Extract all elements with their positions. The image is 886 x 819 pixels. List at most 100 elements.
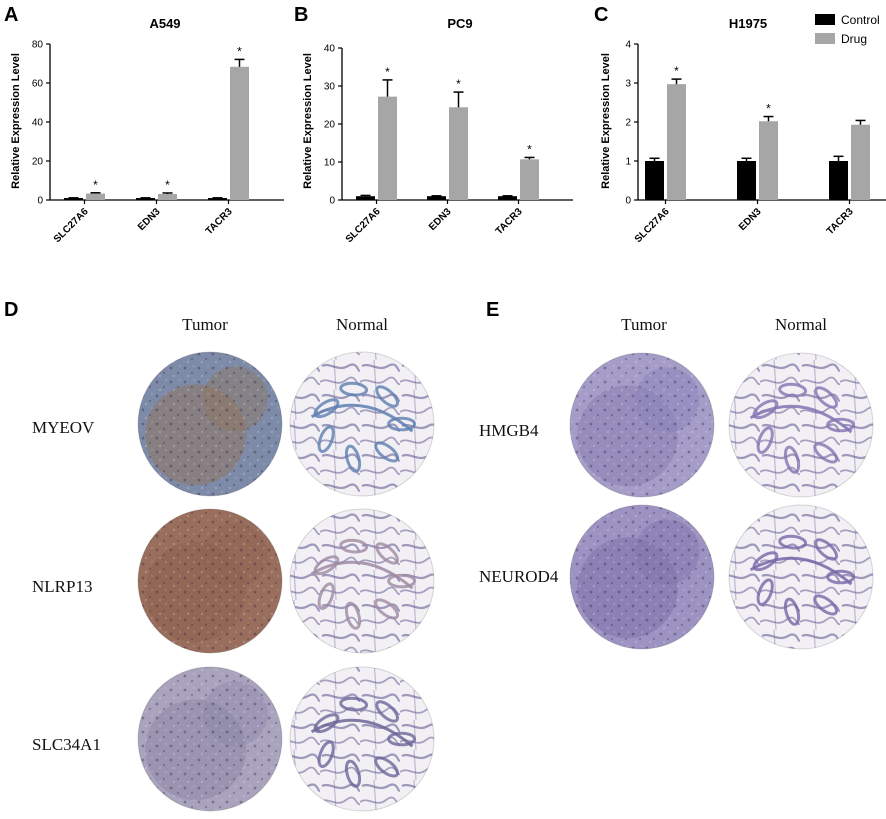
legend-label-control: Control xyxy=(841,13,880,27)
chart-a549: A549 Relative Expression Level 0 20 40 60 80… xyxy=(10,16,284,245)
chart-title: PC9 xyxy=(447,16,472,31)
tissue-grid-e xyxy=(569,352,874,650)
tissue-core-tumor xyxy=(569,352,715,498)
chart-plot-area: 0 1 2 3 4 * SLC27A6 * EDN3 TACR3 xyxy=(625,40,886,245)
significance-star: * xyxy=(456,77,461,91)
tissue-strand xyxy=(317,425,335,454)
core-texture xyxy=(729,353,873,497)
y-tick-label: 4 xyxy=(625,40,631,51)
panel-letter-b: B xyxy=(294,4,308,26)
tissue-strand xyxy=(387,573,417,589)
core-outline xyxy=(569,352,715,498)
bar-drug xyxy=(520,159,539,200)
tissue-grid-d xyxy=(137,351,435,812)
bar-control xyxy=(208,198,227,200)
tissue-strand xyxy=(783,445,801,474)
tissue-strand xyxy=(813,442,839,464)
bar-drug xyxy=(667,84,686,200)
gene-label: SLC34A1 xyxy=(32,735,101,754)
bar-drug xyxy=(378,96,397,200)
tissue-strand xyxy=(339,696,369,712)
core-texture xyxy=(138,352,282,496)
tissue-core-normal xyxy=(289,351,435,497)
chart-title: H1975 xyxy=(729,16,767,31)
tissue-strand xyxy=(756,426,774,455)
chart-plot-area: 0 10 20 30 40 * SLC27A6 * EDN3 * TACR3 xyxy=(324,44,573,245)
x-tick-label: TACR3 xyxy=(494,206,525,237)
gene-label: NEUROD4 xyxy=(479,567,559,586)
bar-drug xyxy=(851,124,870,200)
core-outline xyxy=(137,666,283,812)
tissue-strand xyxy=(310,560,414,590)
panel-d-ihc: Tumor Normal MYEOV NLRP13 SLC34A1 xyxy=(32,315,435,812)
y-tick-label: 10 xyxy=(324,158,336,169)
gene-label: HMGB4 xyxy=(479,421,539,440)
tissue-strand xyxy=(387,731,417,747)
x-tick-label: EDN3 xyxy=(427,206,454,233)
tissue-strand xyxy=(778,382,808,398)
y-tick-label: 2 xyxy=(625,118,631,129)
significance-star: * xyxy=(385,65,390,79)
tissue-strand xyxy=(344,601,362,630)
y-tick-label: 40 xyxy=(32,118,44,129)
y-tick-label: 0 xyxy=(37,196,43,207)
y-axis-label: Relative Expression Level xyxy=(600,53,612,189)
chart-title: A549 xyxy=(149,16,180,31)
tissue-strand xyxy=(749,404,853,434)
tissue-strand xyxy=(375,385,400,408)
tissue-core-tumor xyxy=(569,504,715,650)
tissue-strand xyxy=(814,538,839,561)
tissue-core-normal xyxy=(728,352,874,498)
y-axis-label: Relative Expression Level xyxy=(302,53,314,189)
tissue-strand xyxy=(374,441,400,463)
x-tick-label: EDN3 xyxy=(136,206,163,233)
y-tick-label: 1 xyxy=(625,157,631,168)
bar-drug xyxy=(230,66,249,200)
tissue-strand xyxy=(814,386,839,409)
tissue-strand xyxy=(344,444,362,473)
tissue-core-normal xyxy=(289,666,435,812)
significance-star: * xyxy=(93,178,98,192)
core-texture xyxy=(290,509,434,653)
tissue-strand xyxy=(310,718,414,748)
y-tick-label: 3 xyxy=(625,79,631,90)
column-header-normal: Normal xyxy=(336,315,388,334)
column-header-tumor: Tumor xyxy=(621,315,667,334)
bar-control xyxy=(829,161,848,200)
significance-star: * xyxy=(237,44,242,58)
column-header-tumor: Tumor xyxy=(182,315,228,334)
bar-control xyxy=(356,196,375,200)
y-tick-label: 60 xyxy=(32,79,44,90)
panel-letter-d: D xyxy=(4,299,18,321)
panel-e-ihc: Tumor Normal HMGB4 NEUROD4 xyxy=(479,315,874,650)
tissue-strand xyxy=(783,597,801,626)
x-tick-label: EDN3 xyxy=(737,206,764,233)
tissue-strand xyxy=(387,416,417,432)
tissue-core-tumor xyxy=(137,508,283,654)
tissue-core-normal xyxy=(728,504,874,650)
core-outline xyxy=(289,351,435,497)
y-tick-label: 20 xyxy=(324,120,336,131)
significance-star: * xyxy=(766,102,771,116)
tissue-strand xyxy=(778,534,808,550)
core-outline xyxy=(569,504,715,650)
core-texture xyxy=(570,353,714,497)
legend-label-drug: Drug xyxy=(841,32,867,46)
tissue-core-tumor xyxy=(137,351,283,497)
tissue-strand xyxy=(826,417,856,433)
panel-letter-a: A xyxy=(4,4,18,26)
significance-star: * xyxy=(527,142,532,156)
tissue-strand xyxy=(375,542,400,565)
core-texture xyxy=(570,505,714,649)
tissue-strand xyxy=(813,594,839,616)
bar-control xyxy=(136,198,155,200)
gene-label: NLRP13 xyxy=(32,577,92,596)
chart-h1975: H1975 Relative Expression Level 0 1 2 3 4 * SL… xyxy=(600,16,886,245)
tissue-strand xyxy=(339,381,369,397)
x-tick-label: SLC27A6 xyxy=(52,206,91,245)
y-tick-label: 30 xyxy=(324,82,336,93)
core-texture xyxy=(290,667,434,811)
tissue-strand xyxy=(374,598,400,620)
